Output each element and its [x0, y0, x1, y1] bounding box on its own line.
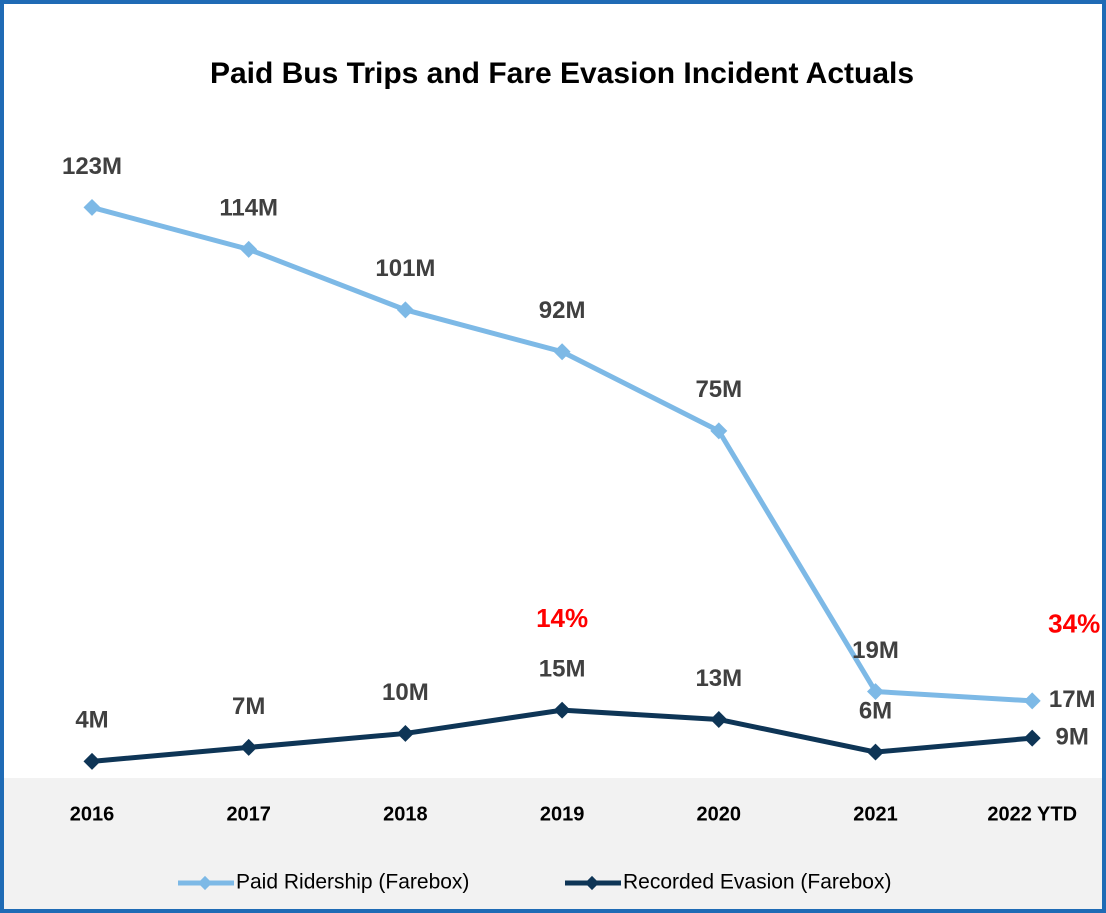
annotation: 14%	[536, 603, 588, 633]
data-label: 15M	[539, 656, 586, 683]
data-label: 114M	[219, 195, 278, 222]
legend-label: Paid Ridership (Farebox)	[236, 871, 469, 894]
point-marker	[553, 701, 571, 719]
point-marker	[83, 198, 101, 216]
data-label: 7M	[232, 693, 265, 720]
point-marker	[553, 343, 571, 361]
point-marker	[240, 240, 258, 258]
annotation: 34%	[1048, 609, 1100, 639]
data-label: 19M	[852, 637, 899, 664]
legend-label: Recorded Evasion (Farebox)	[623, 871, 891, 894]
x-tick-label: 2016	[70, 803, 115, 825]
data-label: 17M	[1049, 686, 1096, 713]
data-label: 13M	[695, 665, 742, 692]
point-marker	[867, 743, 884, 761]
data-label: 4M	[75, 707, 108, 734]
legend-marker	[197, 875, 213, 891]
data-label: 6M	[859, 697, 892, 724]
point-marker	[396, 301, 414, 319]
point-marker	[867, 683, 884, 701]
x-tick-label: 2018	[383, 803, 428, 825]
x-tick-label: 2022 YTD	[987, 803, 1077, 825]
data-label: 75M	[695, 376, 742, 403]
x-tick-label: 2019	[540, 803, 585, 825]
data-label: 123M	[62, 153, 122, 180]
x-tick-label: 2020	[697, 803, 742, 825]
chart-title: Paid Bus Trips and Fare Evasion Incident…	[210, 57, 914, 90]
x-tick-label: 2021	[853, 803, 898, 825]
point-marker	[396, 724, 414, 742]
point-marker	[1023, 692, 1041, 710]
point-marker	[83, 752, 101, 770]
point-marker	[710, 710, 728, 728]
data-label: 92M	[539, 297, 586, 324]
point-marker	[1023, 729, 1041, 747]
point-marker	[710, 422, 728, 440]
point-marker	[240, 738, 258, 756]
data-label: 9M	[1056, 723, 1089, 750]
axis-band	[2, 778, 1104, 911]
data-label: 10M	[382, 679, 429, 706]
data-label: 101M	[375, 255, 435, 282]
x-tick-label: 2017	[226, 803, 271, 825]
legend-marker	[584, 875, 600, 891]
